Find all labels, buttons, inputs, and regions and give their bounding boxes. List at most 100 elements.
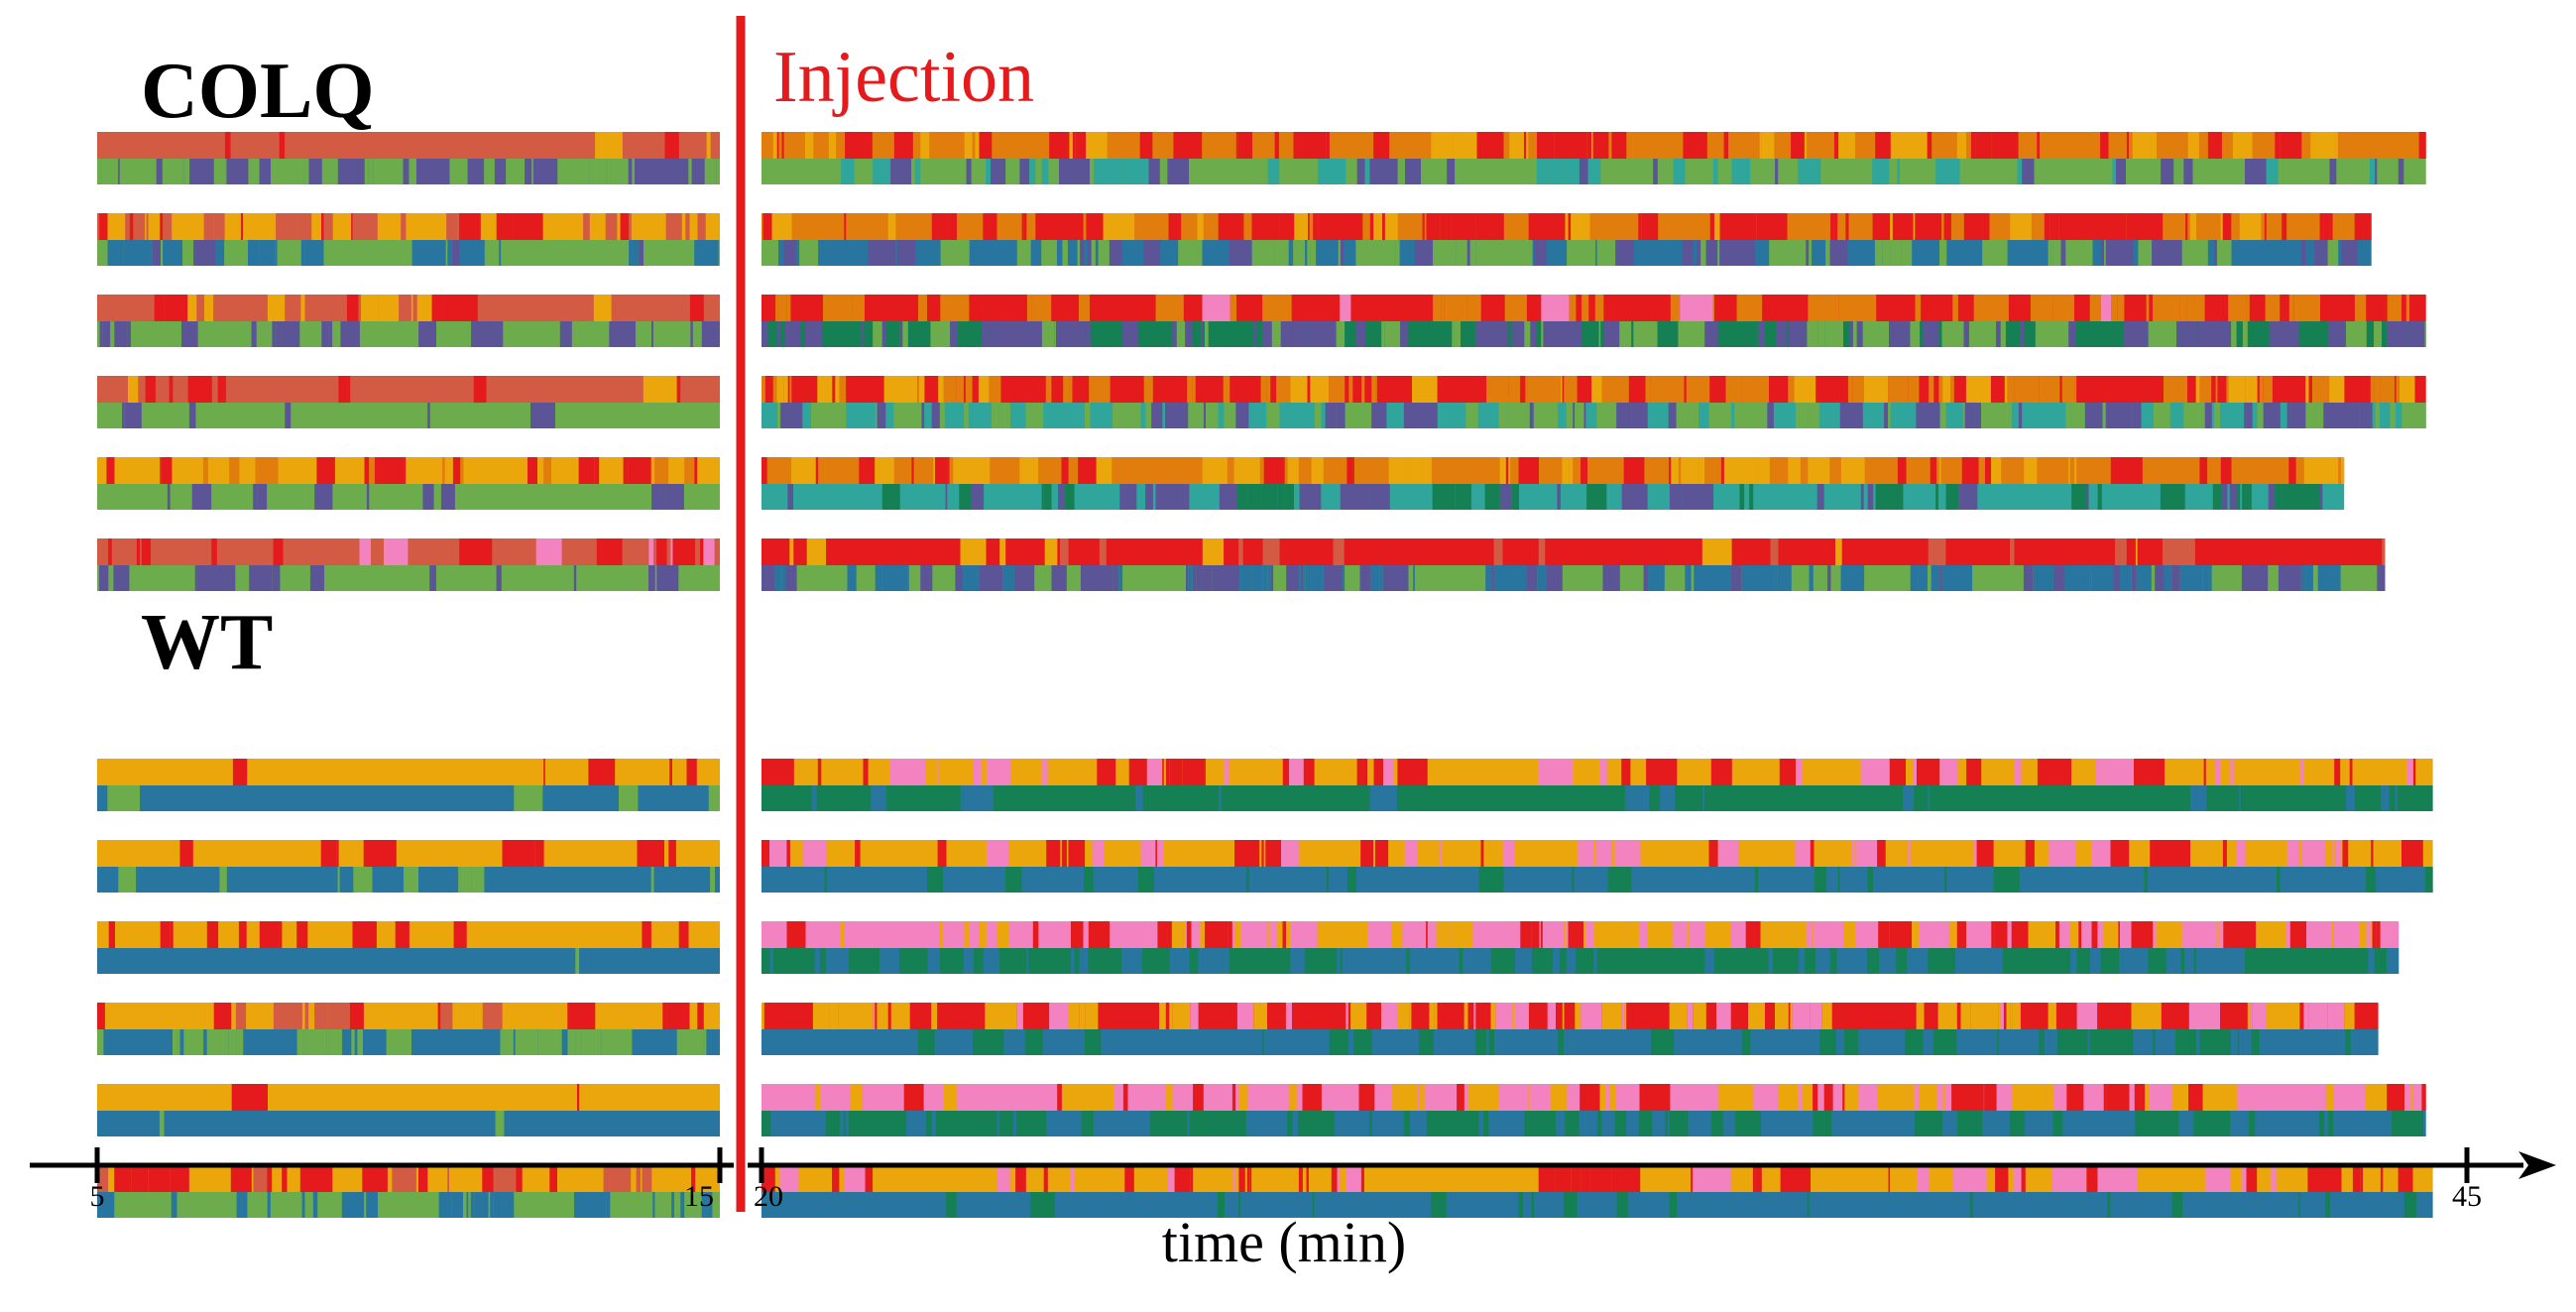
- state-segment: [1788, 457, 1801, 484]
- state-segment: [581, 1029, 602, 1055]
- state-segment: [2161, 565, 2165, 591]
- state-segment: [2195, 376, 2200, 403]
- state-segment: [697, 1003, 704, 1029]
- state-segment: [159, 1111, 165, 1136]
- state-segment: [1192, 376, 1196, 403]
- state-segment: [1975, 132, 1992, 159]
- state-segment: [2215, 759, 2221, 785]
- state-segment: [1527, 1084, 1530, 1111]
- state-segment: [1835, 538, 1842, 565]
- state-segment: [1714, 213, 1720, 240]
- state-segment: [2189, 785, 2197, 811]
- state-segment: [1567, 295, 1570, 321]
- state-segment: [1890, 132, 1928, 159]
- state-segment: [2139, 403, 2142, 428]
- state-segment: [1543, 321, 1547, 347]
- state-segment: [1741, 1029, 1751, 1055]
- state-segment: [937, 840, 947, 867]
- subject-row: [97, 759, 2433, 811]
- state-segment: [2035, 321, 2069, 347]
- state-segment: [605, 213, 618, 240]
- top-state-strip-pre: [97, 213, 720, 240]
- state-segment: [2387, 1084, 2404, 1111]
- state-segment: [2187, 132, 2199, 159]
- state-segment: [997, 1165, 1008, 1192]
- state-segment: [1238, 538, 1243, 565]
- state-segment: [1418, 948, 1460, 974]
- state-segment: [2148, 1111, 2179, 1136]
- state-segment: [606, 159, 629, 184]
- state-segment: [1307, 240, 1311, 266]
- state-segment: [2221, 484, 2228, 510]
- state-segment: [1673, 159, 1686, 184]
- state-segment: [1889, 921, 1913, 948]
- state-segment: [108, 538, 112, 565]
- state-segment: [2368, 948, 2375, 974]
- state-segment: [1526, 565, 1538, 591]
- state-segment: [484, 159, 495, 184]
- state-segment: [340, 1029, 342, 1055]
- state-segment: [1077, 321, 1081, 347]
- state-segment: [1504, 295, 1527, 321]
- state-segment: [1518, 1192, 1524, 1218]
- state-segment: [1525, 376, 1528, 403]
- state-segment: [1407, 457, 1422, 484]
- state-segment: [1503, 840, 1515, 867]
- state-segment: [2052, 295, 2064, 321]
- state-segment: [1586, 132, 1591, 159]
- state-segment: [2124, 1165, 2139, 1192]
- state-segment: [1403, 403, 1424, 428]
- state-segment: [1773, 240, 1807, 266]
- state-segment: [2241, 1165, 2247, 1192]
- state-segment: [2137, 1111, 2149, 1136]
- state-segment: [504, 213, 508, 240]
- state-segment: [2390, 403, 2396, 428]
- state-segment: [2134, 759, 2166, 785]
- state-segment: [1281, 840, 1300, 867]
- state-segment: [300, 295, 305, 321]
- state-segment: [2145, 1084, 2150, 1111]
- state-segment: [2113, 565, 2120, 591]
- state-segment: [285, 403, 292, 428]
- state-segment: [2184, 948, 2194, 974]
- state-segment: [1343, 565, 1346, 591]
- state-segment: [1097, 759, 1116, 785]
- state-segment: [1778, 321, 1788, 347]
- state-segment: [2242, 484, 2247, 510]
- state-segment: [1368, 1029, 1372, 1055]
- state-segment: [899, 321, 903, 347]
- state-segment: [2110, 457, 2143, 484]
- state-segment: [1511, 484, 1519, 510]
- state-segment: [1388, 457, 1408, 484]
- state-segment: [366, 484, 370, 510]
- state-segment: [259, 921, 280, 948]
- state-segment: [2381, 785, 2390, 811]
- state-segment: [2271, 1003, 2300, 1029]
- state-segment: [229, 457, 240, 484]
- state-segment: [593, 295, 612, 321]
- state-segment: [868, 240, 896, 266]
- state-segment: [1749, 484, 1754, 510]
- state-segment: [824, 867, 828, 893]
- state-segment: [482, 1003, 503, 1029]
- state-segment: [1023, 213, 1027, 240]
- group-wt: WT: [97, 599, 2433, 1218]
- state-segment: [887, 213, 896, 240]
- state-segment: [1172, 321, 1177, 347]
- state-segment: [1068, 1003, 1080, 1029]
- state-segment: [187, 376, 209, 403]
- state-segment: [850, 1084, 863, 1111]
- state-segment: [1004, 867, 1022, 893]
- state-segment: [2244, 403, 2247, 428]
- state-segment: [998, 403, 1002, 428]
- state-segment: [656, 538, 667, 565]
- state-segment: [1555, 1165, 1571, 1192]
- state-segment: [2012, 1111, 2020, 1136]
- state-segment: [1566, 403, 1574, 428]
- state-segment: [1475, 1029, 1481, 1055]
- state-segment: [701, 1192, 706, 1218]
- state-segment: [2065, 240, 2093, 266]
- state-segment: [296, 1029, 304, 1055]
- state-segment: [1890, 213, 1893, 240]
- state-segment: [1223, 457, 1228, 484]
